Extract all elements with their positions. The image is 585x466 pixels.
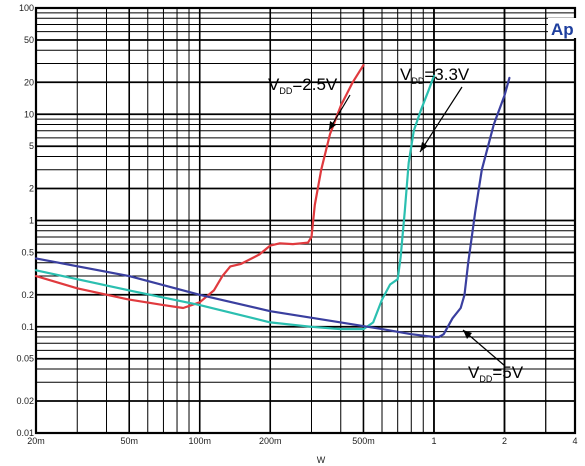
x-tick-label: 500m xyxy=(352,436,375,446)
y-tick-labels: 0.01 0.02 0.05 0.1 0.2 0.5 1 2 5 10 20 50 100 xyxy=(16,3,34,438)
annotation-vdd-2.5v-label: VDD=2.5V xyxy=(268,75,338,96)
x-axis-label: W xyxy=(317,455,326,465)
annotation-vdd-5v: VDD=5V xyxy=(462,329,524,384)
series-line-vdd25 xyxy=(34,63,365,310)
series-line-vdd5 xyxy=(34,76,511,339)
svg-text:Ap: Ap xyxy=(551,20,574,39)
ap-logo: Ap xyxy=(548,18,578,39)
series-line-vdd33 xyxy=(34,74,436,331)
x-tick-label: 20m xyxy=(27,436,45,446)
annotation-vdd-3.3v-label: VDD=3.3V xyxy=(400,65,470,86)
annotation-vdd-5v-label: VDD=5V xyxy=(468,363,524,384)
y-tick-label: 2 xyxy=(29,184,34,194)
y-tick-label: 5 xyxy=(29,141,34,151)
y-tick-label: 0.1 xyxy=(21,322,34,332)
y-tick-label: 0.02 xyxy=(16,396,34,406)
x-tick-label: 50m xyxy=(120,436,138,446)
x-tick-label: 200m xyxy=(259,436,282,446)
y-tick-label: 50 xyxy=(24,35,34,45)
x-tick-label: 100m xyxy=(188,436,211,446)
annotation-vdd-3.3v-arrow xyxy=(419,86,463,153)
x-tick-label: 1 xyxy=(431,436,436,446)
y-tick-label: 0.2 xyxy=(21,290,34,300)
annotation-vdd-3.3v-arrowhead xyxy=(420,142,428,152)
annotation-vdd-5v-arrow xyxy=(462,329,506,367)
y-tick-label: 0.5 xyxy=(21,247,34,257)
annotation-vdd-2.5v-arrowhead xyxy=(329,121,336,130)
x-tick-label: 2 xyxy=(502,436,507,446)
y-tick-label: 1 xyxy=(29,216,34,226)
annotation-vdd-3.3v: VDD=3.3V xyxy=(400,65,470,153)
y-tick-label: 100 xyxy=(19,3,34,13)
y-tick-label: 20 xyxy=(24,77,34,87)
annotation-vdd-5v-arrowhead xyxy=(463,330,472,339)
y-tick-label: 10 xyxy=(24,109,34,119)
y-tick-label: 0.05 xyxy=(16,354,34,364)
x-tick-label: 4 xyxy=(572,436,577,446)
x-tick-labels: 20m 50m 100m 200m 500m 1 2 4 xyxy=(27,436,577,446)
annotation-vdd-2.5v: VDD=2.5V xyxy=(268,75,351,131)
y-tick-label: 0.01 xyxy=(16,428,34,438)
series-lines xyxy=(34,63,511,339)
